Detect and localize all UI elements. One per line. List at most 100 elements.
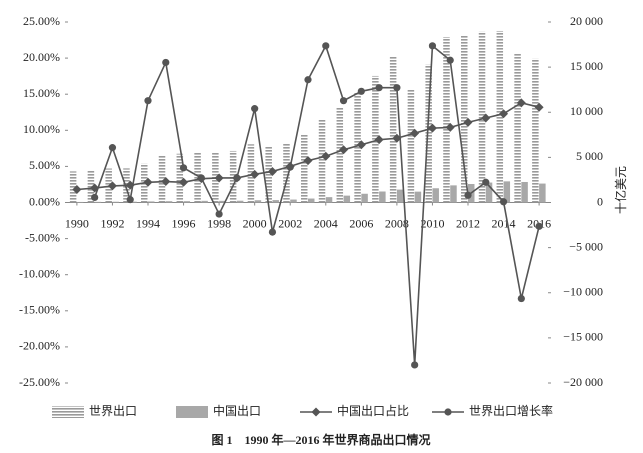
chart-title: 图 1 1990 年—2016 年世界商品出口情况 [211, 432, 430, 447]
y2-axis-label: 十亿美元 [613, 166, 628, 214]
x-tick-label: 2012 [456, 216, 480, 230]
bar [485, 182, 493, 203]
y2-tick-label: −5 000 [569, 239, 603, 253]
marker [463, 117, 473, 127]
y2-tick-label: −15 000 [563, 330, 603, 344]
bar [194, 152, 201, 203]
marker [215, 210, 223, 218]
y-tick-label: -20.00% [19, 339, 60, 353]
bar [514, 53, 521, 203]
bar [496, 30, 504, 203]
marker [374, 135, 384, 145]
marker [339, 145, 349, 155]
bar [94, 201, 102, 203]
line [93, 43, 540, 366]
bar [461, 35, 468, 203]
bar [308, 198, 315, 203]
y-tick-label: 25.00% [23, 14, 60, 28]
bar [283, 143, 290, 203]
y-tick-label: 5.00% [29, 158, 60, 172]
marker [311, 407, 321, 417]
y2-tick-label: 15 000 [570, 59, 603, 73]
y-tick-label: 15.00% [23, 86, 60, 100]
y-tick-label: 0.00% [29, 194, 60, 208]
marker [499, 198, 508, 206]
y-tick-label: -25.00% [19, 375, 60, 389]
bar [503, 181, 511, 203]
marker [393, 84, 401, 92]
marker [304, 76, 312, 84]
legend-swatch [52, 406, 84, 418]
bar [176, 153, 184, 203]
x-tick-label: 1994 [136, 216, 160, 230]
x-tick-label: 2014 [492, 216, 516, 230]
bar [290, 199, 297, 203]
y-tick-label: 10.00% [23, 122, 60, 136]
bar [236, 200, 244, 203]
y2-tick-label: −20 000 [563, 375, 603, 389]
bar [432, 188, 439, 203]
marker [321, 151, 331, 161]
marker [162, 58, 170, 67]
x-tick-label: 1998 [207, 216, 231, 230]
y2-tick-label: −10 000 [563, 285, 603, 299]
bar [112, 201, 119, 203]
y2-tick-label: 5 000 [576, 149, 603, 163]
bar [148, 201, 155, 203]
bar [539, 183, 546, 203]
bar [343, 195, 351, 203]
bar [361, 193, 368, 203]
bar [265, 146, 272, 203]
bar [76, 201, 84, 203]
y-tick-label: -5.00% [25, 230, 60, 244]
x-tick-label: 2002 [278, 216, 302, 230]
marker [481, 113, 491, 123]
x-tick-label: 2000 [243, 216, 267, 230]
y-tick-label: 20.00% [23, 50, 60, 64]
bar [301, 134, 308, 203]
x-tick-label: 2008 [385, 216, 409, 230]
marker [108, 144, 117, 152]
marker [179, 164, 188, 172]
marker [446, 56, 454, 64]
bar [336, 107, 344, 203]
bar [478, 31, 486, 203]
bar [229, 150, 237, 203]
bar [414, 191, 422, 203]
marker [516, 98, 526, 108]
marker [410, 128, 420, 138]
x-tick-label: 1990 [65, 216, 89, 230]
x-tick-label: 2006 [349, 216, 373, 230]
bar [183, 201, 191, 203]
bar [87, 170, 95, 203]
x-tick-label: 2004 [314, 216, 338, 230]
marker [427, 123, 437, 133]
marker [214, 173, 224, 183]
bar [247, 144, 255, 203]
marker [251, 105, 259, 113]
marker [107, 181, 117, 191]
marker [517, 294, 525, 303]
bar [69, 171, 77, 203]
bar [130, 201, 137, 203]
x-tick-label: 1996 [172, 216, 196, 230]
marker [356, 140, 366, 150]
bar [379, 191, 386, 203]
marker [375, 84, 383, 92]
marker [303, 156, 313, 166]
bar [318, 119, 326, 203]
bar [272, 200, 279, 203]
bar [396, 189, 404, 203]
marker [91, 193, 99, 202]
y-tick-label: -15.00% [19, 303, 60, 317]
marker [267, 166, 277, 176]
x-tick-label: 2010 [420, 216, 444, 230]
marker [126, 196, 134, 204]
marker [161, 177, 171, 187]
marker [464, 191, 472, 199]
marker [250, 169, 260, 179]
marker [392, 133, 402, 143]
marker [179, 177, 189, 187]
marker [482, 178, 490, 186]
bar [407, 89, 415, 203]
